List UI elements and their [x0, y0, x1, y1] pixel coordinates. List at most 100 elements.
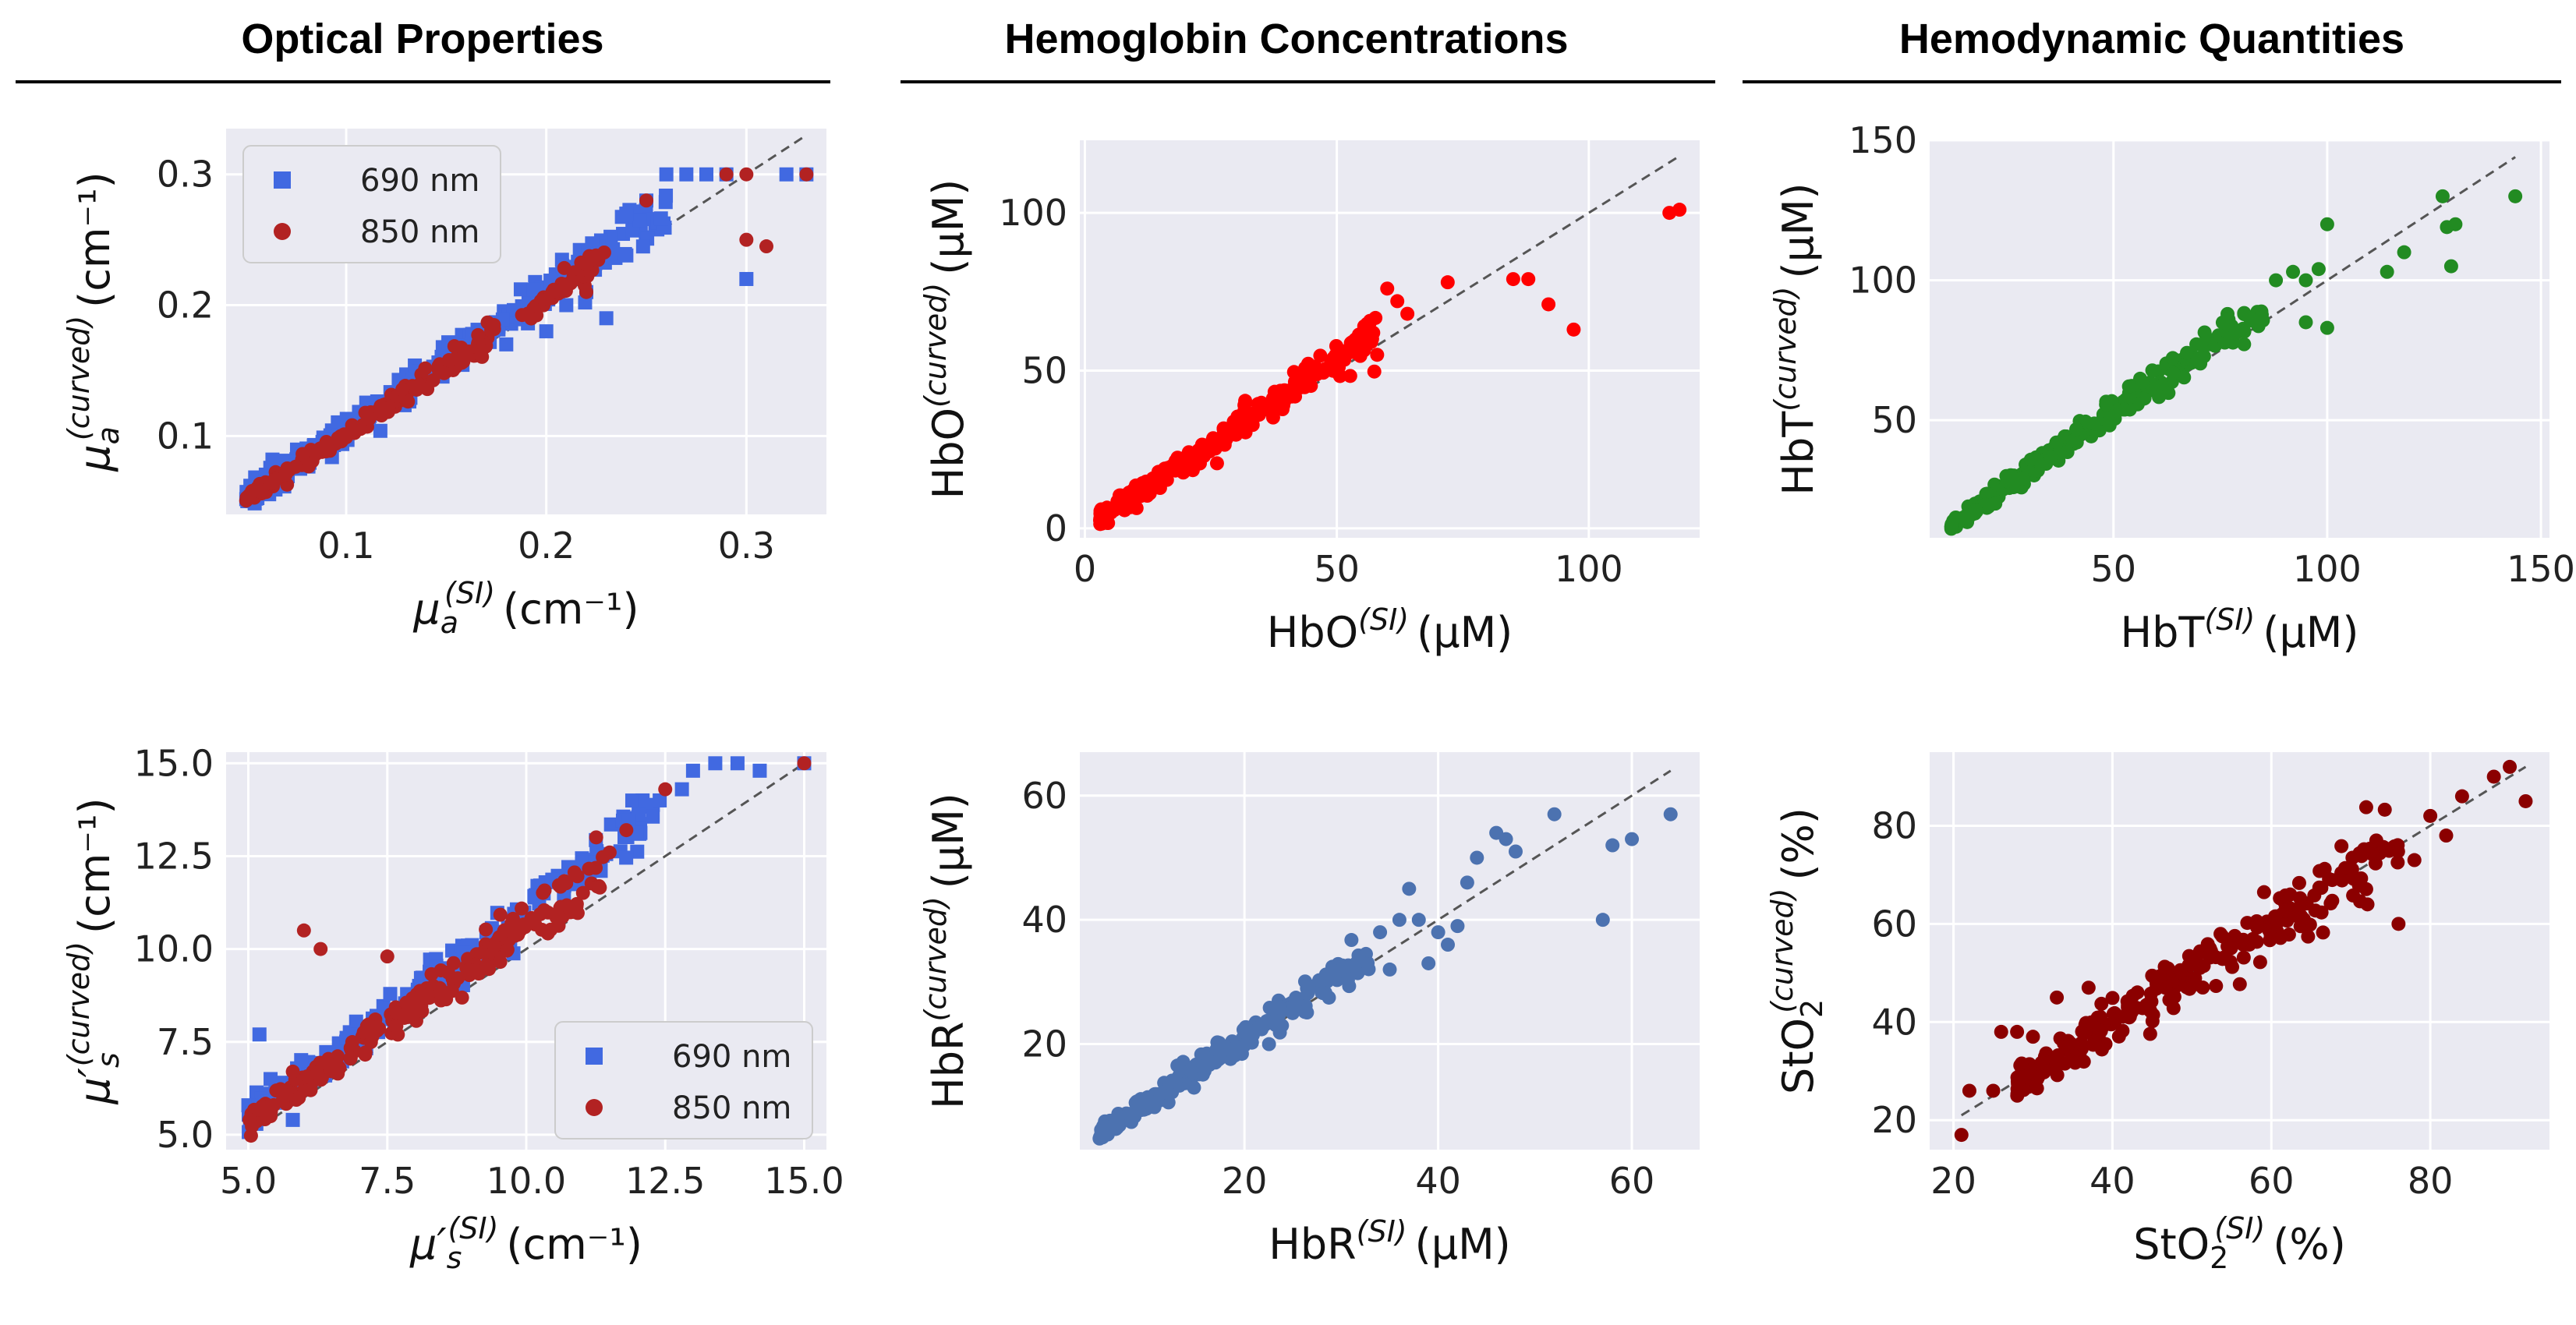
- data-point: [593, 880, 607, 895]
- x-tick-label: 10.0: [487, 1160, 566, 1202]
- data-point: [2237, 324, 2252, 339]
- data-point: [1944, 521, 1959, 536]
- data-point: [625, 223, 640, 238]
- data-point: [1351, 948, 1366, 963]
- data-point: [537, 903, 552, 917]
- data-point: [401, 394, 416, 409]
- data-point: [2354, 871, 2369, 885]
- axis-label-subscript: 2: [1795, 999, 1829, 1018]
- data-point: [493, 907, 508, 922]
- data-point: [524, 311, 539, 326]
- data-point: [526, 282, 541, 297]
- data-point: [2000, 474, 2015, 489]
- data-point: [1344, 933, 1359, 948]
- data-point: [699, 167, 713, 182]
- data-point: [1130, 1094, 1145, 1109]
- data-point: [2023, 452, 2038, 467]
- data-point: [2334, 839, 2349, 853]
- data-point: [2087, 416, 2102, 431]
- data-point: [329, 1058, 344, 1072]
- data-point: [2508, 189, 2523, 203]
- data-point: [1183, 1063, 1198, 1078]
- data-point: [383, 987, 398, 1002]
- data-point: [2167, 989, 2181, 1004]
- data-point: [2256, 885, 2271, 899]
- data-point: [2454, 789, 2469, 804]
- data-point: [719, 167, 734, 182]
- data-point: [2252, 955, 2267, 970]
- axis-label-superscript: (SI): [448, 1211, 498, 1246]
- data-point: [1332, 963, 1347, 978]
- data-point: [2237, 337, 2252, 352]
- data-point: [2065, 433, 2080, 448]
- column-headers: Optical Properties Hemoglobin Concentrat…: [16, 16, 2561, 83]
- data-point: [447, 339, 462, 354]
- data-point: [575, 885, 590, 900]
- data-point: [395, 382, 410, 397]
- data-point: [2278, 903, 2293, 918]
- data-point: [2346, 888, 2361, 903]
- data-point: [1541, 297, 1556, 312]
- data-point: [2197, 325, 2212, 340]
- series-850-nm: [242, 756, 812, 1143]
- data-point: [373, 423, 387, 438]
- axis-label-unit: (μM): [924, 179, 973, 275]
- data-point: [2122, 1009, 2137, 1024]
- data-point: [2125, 988, 2140, 1003]
- data-point: [2079, 1023, 2093, 1038]
- data-point: [424, 966, 439, 981]
- column-title-hemoglobin: Hemoglobin Concentrations: [1004, 16, 1568, 62]
- data-point: [653, 793, 667, 807]
- data-point: [1325, 352, 1339, 367]
- data-point: [2209, 979, 2224, 994]
- data-point: [1272, 1001, 1287, 1016]
- data-point: [1521, 272, 1536, 287]
- data-point: [1226, 1048, 1241, 1063]
- data-point: [540, 926, 555, 941]
- data-point: [1402, 882, 1417, 896]
- data-point: [374, 404, 389, 419]
- axis-label-unit: (cm⁻¹): [503, 585, 639, 634]
- data-point: [2232, 977, 2247, 991]
- data-point: [1148, 478, 1163, 493]
- axis-label-base: HbT: [1774, 411, 1823, 496]
- data-point: [2397, 245, 2411, 260]
- x-tick-label: 0.3: [718, 525, 775, 567]
- data-point: [2050, 990, 2065, 1005]
- data-point: [1309, 367, 1324, 382]
- data-point: [274, 171, 291, 189]
- data-point: [455, 990, 469, 1005]
- y-tick-label: 100: [1849, 260, 1917, 302]
- data-point: [2391, 917, 2406, 931]
- data-point: [603, 817, 618, 832]
- data-point: [2377, 802, 2392, 817]
- x-axis-label: μa(SI) (cm⁻¹): [412, 576, 639, 640]
- axis-label-subscript: s: [91, 1052, 126, 1068]
- axis-label-unit: (μM): [1774, 182, 1823, 278]
- data-point: [2360, 897, 2375, 912]
- data-point: [674, 782, 689, 797]
- axis-label-subscript: 2: [2210, 1241, 2228, 1275]
- data-point: [278, 467, 293, 482]
- data-point: [1130, 489, 1145, 504]
- data-point: [285, 1112, 300, 1127]
- data-point: [1261, 1037, 1276, 1051]
- data-point: [2311, 262, 2326, 277]
- axis-label-unit: (μM): [2263, 608, 2358, 657]
- data-point: [1244, 411, 1259, 426]
- data-point: [252, 1027, 267, 1042]
- y-tick-label: 0.2: [157, 284, 214, 327]
- y-tick-label: 20: [1021, 1023, 1067, 1065]
- data-point: [1300, 986, 1315, 1001]
- x-axis-label: HbT(SI) (μM): [2121, 602, 2359, 657]
- data-point: [2302, 917, 2317, 932]
- data-point: [1986, 1083, 2001, 1098]
- data-point: [1605, 838, 1620, 853]
- data-point: [349, 1014, 363, 1029]
- y-tick-label: 15.0: [134, 742, 214, 784]
- data-point: [1390, 294, 1405, 309]
- data-point: [487, 318, 501, 333]
- data-point: [586, 1048, 603, 1065]
- data-point: [2301, 929, 2316, 944]
